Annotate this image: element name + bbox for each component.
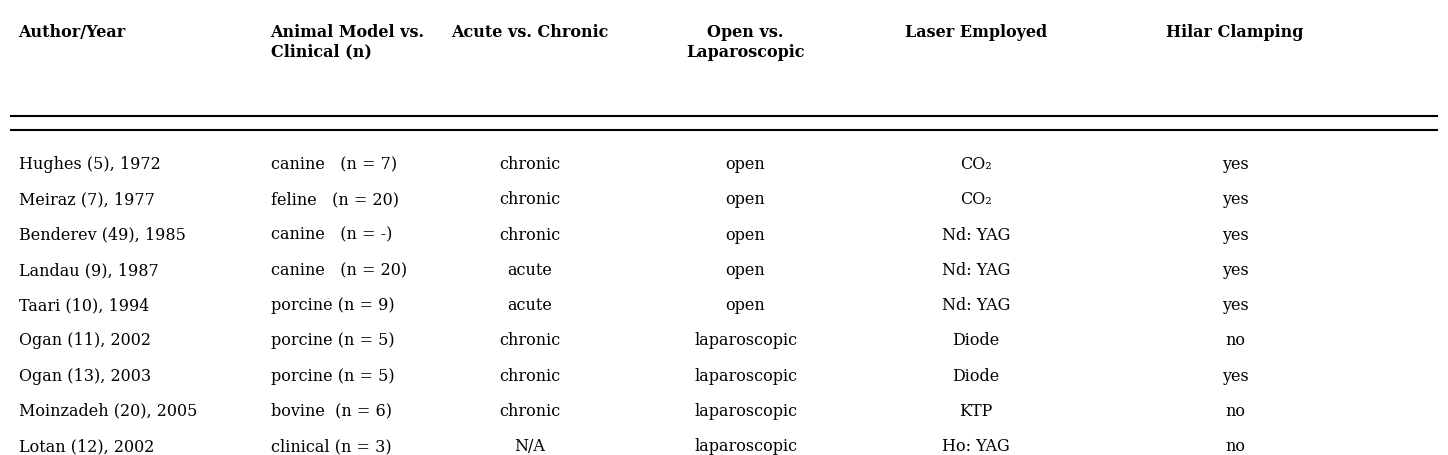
Text: chronic: chronic	[500, 156, 560, 173]
Text: Landau (9), 1987: Landau (9), 1987	[19, 262, 158, 279]
Text: Benderev (49), 1985: Benderev (49), 1985	[19, 227, 185, 244]
Text: Hilar Clamping: Hilar Clamping	[1166, 24, 1303, 41]
Text: Ho: YAG: Ho: YAG	[943, 438, 1009, 455]
Text: laparoscopic: laparoscopic	[694, 403, 798, 420]
Text: Meiraz (7), 1977: Meiraz (7), 1977	[19, 192, 155, 208]
Text: yes: yes	[1222, 227, 1248, 244]
Text: yes: yes	[1222, 297, 1248, 314]
Text: Acute vs. Chronic: Acute vs. Chronic	[450, 24, 608, 41]
Text: no: no	[1225, 403, 1245, 420]
Text: chronic: chronic	[500, 332, 560, 349]
Text: chronic: chronic	[500, 192, 560, 208]
Text: Hughes (5), 1972: Hughes (5), 1972	[19, 156, 161, 173]
Text: N/A: N/A	[514, 438, 544, 455]
Text: canine   (n = 7): canine (n = 7)	[271, 156, 397, 173]
Text: Lotan (12), 2002: Lotan (12), 2002	[19, 438, 153, 455]
Text: yes: yes	[1222, 192, 1248, 208]
Text: no: no	[1225, 438, 1245, 455]
Text: chronic: chronic	[500, 368, 560, 384]
Text: open: open	[725, 227, 766, 244]
Text: Nd: YAG: Nd: YAG	[941, 297, 1011, 314]
Text: bovine  (n = 6): bovine (n = 6)	[271, 403, 391, 420]
Text: feline   (n = 20): feline (n = 20)	[271, 192, 398, 208]
Text: laparoscopic: laparoscopic	[694, 368, 798, 384]
Text: Moinzadeh (20), 2005: Moinzadeh (20), 2005	[19, 403, 197, 420]
Text: porcine (n = 5): porcine (n = 5)	[271, 332, 394, 349]
Text: Taari (10), 1994: Taari (10), 1994	[19, 297, 149, 314]
Text: chronic: chronic	[500, 227, 560, 244]
Text: no: no	[1225, 332, 1245, 349]
Text: acute: acute	[507, 297, 552, 314]
Text: CO₂: CO₂	[960, 192, 992, 208]
Text: open: open	[725, 262, 766, 279]
Text: chronic: chronic	[500, 403, 560, 420]
Text: Ogan (13), 2003: Ogan (13), 2003	[19, 368, 151, 384]
Text: Open vs.
Laparoscopic: Open vs. Laparoscopic	[686, 24, 805, 61]
Text: acute: acute	[507, 262, 552, 279]
Text: yes: yes	[1222, 156, 1248, 173]
Text: Laser Employed: Laser Employed	[905, 24, 1047, 41]
Text: open: open	[725, 156, 766, 173]
Text: yes: yes	[1222, 262, 1248, 279]
Text: clinical (n = 3): clinical (n = 3)	[271, 438, 391, 455]
Text: Author/Year: Author/Year	[19, 24, 126, 41]
Text: yes: yes	[1222, 368, 1248, 384]
Text: Diode: Diode	[953, 368, 999, 384]
Text: laparoscopic: laparoscopic	[694, 332, 798, 349]
Text: Nd: YAG: Nd: YAG	[941, 262, 1011, 279]
Text: Animal Model vs.
Clinical (n): Animal Model vs. Clinical (n)	[271, 24, 424, 61]
Text: canine   (n = -): canine (n = -)	[271, 227, 392, 244]
Text: porcine (n = 5): porcine (n = 5)	[271, 368, 394, 384]
Text: KTP: KTP	[959, 403, 993, 420]
Text: open: open	[725, 192, 766, 208]
Text: porcine (n = 9): porcine (n = 9)	[271, 297, 394, 314]
Text: Nd: YAG: Nd: YAG	[941, 227, 1011, 244]
Text: CO₂: CO₂	[960, 156, 992, 173]
Text: Diode: Diode	[953, 332, 999, 349]
Text: Ogan (11), 2002: Ogan (11), 2002	[19, 332, 151, 349]
Text: laparoscopic: laparoscopic	[694, 438, 798, 455]
Text: open: open	[725, 297, 766, 314]
Text: canine   (n = 20): canine (n = 20)	[271, 262, 407, 279]
